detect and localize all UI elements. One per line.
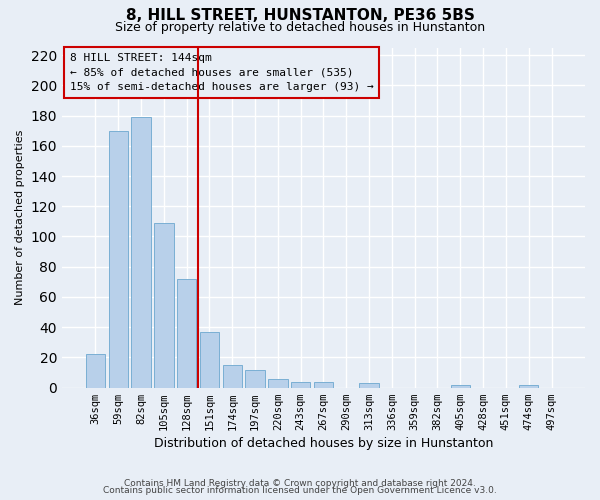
Bar [245, 370, 265, 388]
Y-axis label: Number of detached properties: Number of detached properties [15, 130, 25, 306]
Bar [131, 117, 151, 388]
Bar [86, 354, 105, 388]
Bar [177, 279, 196, 388]
Bar [314, 382, 333, 388]
Bar [154, 223, 173, 388]
Bar [223, 365, 242, 388]
X-axis label: Distribution of detached houses by size in Hunstanton: Distribution of detached houses by size … [154, 437, 493, 450]
Bar [268, 378, 287, 388]
Text: Size of property relative to detached houses in Hunstanton: Size of property relative to detached ho… [115, 21, 485, 34]
Bar [291, 382, 310, 388]
Text: 8, HILL STREET, HUNSTANTON, PE36 5BS: 8, HILL STREET, HUNSTANTON, PE36 5BS [125, 8, 475, 22]
Bar [359, 383, 379, 388]
Bar [451, 384, 470, 388]
Bar [200, 332, 219, 388]
Bar [519, 384, 538, 388]
Text: Contains HM Land Registry data © Crown copyright and database right 2024.: Contains HM Land Registry data © Crown c… [124, 478, 476, 488]
Bar [109, 130, 128, 388]
Text: Contains public sector information licensed under the Open Government Licence v3: Contains public sector information licen… [103, 486, 497, 495]
Text: 8 HILL STREET: 144sqm
← 85% of detached houses are smaller (535)
15% of semi-det: 8 HILL STREET: 144sqm ← 85% of detached … [70, 52, 374, 92]
